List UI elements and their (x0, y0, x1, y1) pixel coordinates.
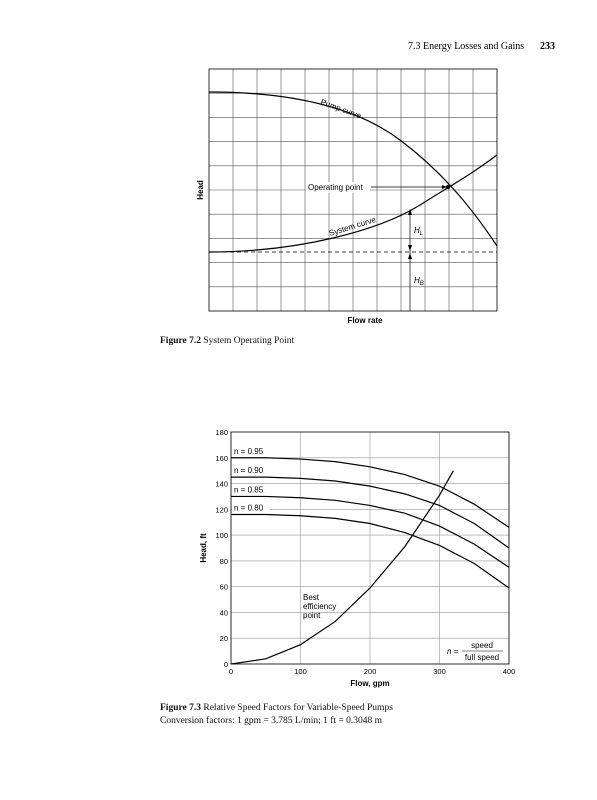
annotation: efficiency (303, 602, 336, 611)
series-label: n = 0.80 (234, 503, 264, 512)
pump-curve (208, 91, 498, 247)
caption-label: Figure 7.3 (160, 703, 201, 713)
annotation: Best (303, 593, 320, 602)
y-axis-label: Head, ft (199, 533, 208, 563)
operating-point (445, 184, 451, 190)
y-tick-label: 160 (215, 454, 228, 463)
y-tick-label: 20 (220, 634, 228, 643)
formula: n = (447, 647, 459, 656)
label-bg (232, 502, 270, 513)
caption-text: Relative Speed Factors for Variable-Spee… (203, 703, 393, 713)
system-curve (208, 154, 498, 253)
y-axis-label: Head (196, 180, 205, 200)
x-axis-label: Flow, gpm (350, 679, 389, 688)
series-label: n = 0.95 (234, 447, 264, 456)
label: H (414, 276, 420, 285)
y-tick-label: 40 (220, 608, 228, 617)
frame (208, 68, 498, 312)
y-tick-label: 80 (220, 557, 228, 566)
arrowhead (408, 209, 412, 259)
label-bg (306, 182, 370, 193)
grid (209, 69, 497, 311)
label-bg (440, 639, 506, 662)
label: Operating point (308, 183, 363, 192)
y-tick-label: 140 (215, 480, 228, 489)
y-tick-label: 120 (215, 505, 228, 514)
caption-text: System Operating Point (203, 336, 295, 346)
x-tick-label: 0 (229, 667, 233, 676)
series-line (231, 476, 510, 549)
formula: speed (471, 641, 493, 650)
series-line (231, 495, 510, 568)
label: H (414, 226, 420, 235)
arrowhead (442, 185, 447, 189)
formula: full speed (465, 653, 499, 662)
y-tick-label: 180 (215, 428, 228, 437)
running-header: 7.3 Energy Losses and Gains (408, 41, 524, 52)
label-bg (232, 445, 270, 456)
page-number: 233 (540, 41, 555, 52)
x-tick-label: 200 (364, 667, 377, 676)
label: HL (414, 226, 423, 237)
x-tick-label: 400 (503, 667, 516, 676)
series-line (231, 457, 510, 528)
x-axis-label: Flow rate (347, 316, 383, 325)
series-line (230, 470, 454, 665)
label: B (420, 281, 424, 287)
series-line (231, 513, 510, 589)
label: L (420, 231, 423, 237)
y-tick-label: 100 (215, 531, 228, 540)
y-tick-label: 60 (220, 583, 228, 592)
label-bg (232, 465, 270, 476)
label-bg (232, 484, 270, 495)
annotation: point (303, 611, 321, 620)
y-tick-label: 0 (224, 660, 228, 669)
caption-label: Figure 7.2 (160, 336, 201, 346)
series-label: n = 0.85 (234, 485, 264, 494)
label: HB (414, 276, 424, 287)
caption: Conversion factors: 1 gpm = 3.785 L/min;… (160, 716, 383, 726)
caption: Figure 7.3 Relative Speed Factors for Va… (160, 703, 393, 713)
chart: 0 20 40 60 80 100 120 140 160 180 0 100 200 300 400 Hea… (199, 428, 515, 688)
caption: Figure 7.2 System Operating Point (160, 336, 294, 346)
x-tick-label: 100 (294, 667, 307, 676)
series-label: n = 0.90 (234, 466, 264, 475)
x-tick-label: 300 (433, 667, 446, 676)
